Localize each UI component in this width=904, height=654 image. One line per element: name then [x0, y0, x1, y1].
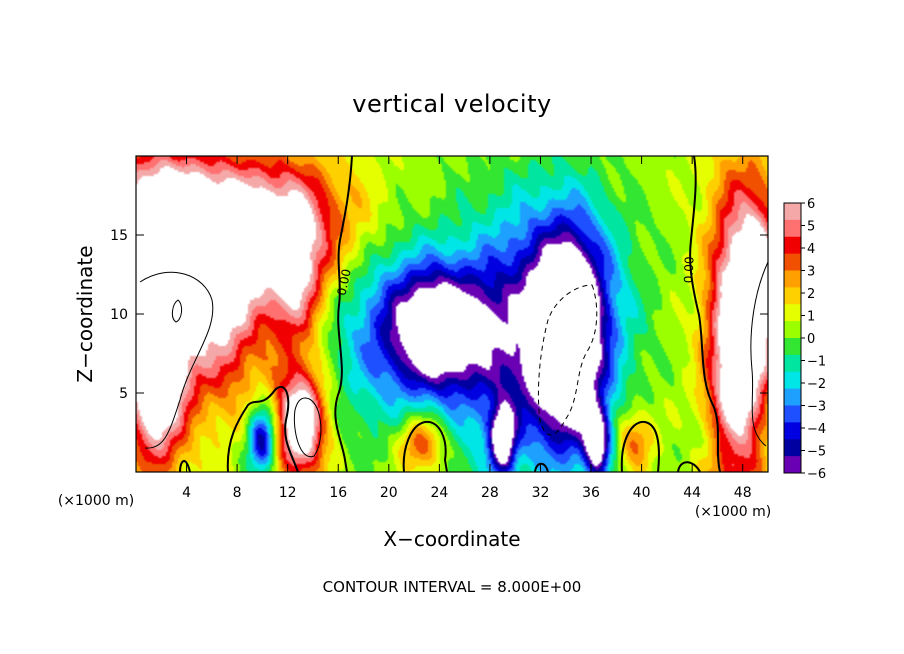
colorbar-swatch [784, 287, 801, 305]
colorbar-swatch [784, 405, 801, 423]
x-unit-left: (×1000 m) [58, 493, 134, 509]
contour-interval-note: CONTOUR INTERVAL = 8.000E+00 [323, 578, 582, 596]
heatmap-image [136, 156, 768, 472]
x-axis-ticks: 4 8 12 16 20 24 28 32 36 40 44 48 [182, 156, 752, 501]
colorbar-label: 6 [807, 197, 815, 212]
colorbar-swatch [784, 456, 801, 474]
contour-right-loop [750, 261, 768, 447]
zero-contour-small [179, 460, 191, 472]
zero-contour-blob-22 [402, 420, 448, 472]
contour-left-loop [139, 271, 214, 449]
colorbar: 6 5 4 3 2 1 0 −1 −2 −3 −4 −5 −6 [783, 197, 826, 482]
colorbar-label: −2 [807, 377, 826, 392]
colorbar-swatch [784, 338, 801, 356]
y-axis-ticks: 5 10 15 [110, 228, 768, 402]
x-tick-label: 28 [481, 485, 499, 501]
x-tick-label: 4 [182, 485, 191, 501]
colorbar-label: −6 [807, 467, 826, 482]
x-tick-label: 8 [233, 485, 242, 501]
colorbar-label: −4 [807, 422, 826, 437]
contour-oval-13 [293, 397, 322, 458]
colorbar-swatch [784, 354, 801, 373]
colorbar-swatch [784, 371, 801, 390]
x-tick-label: 36 [582, 485, 600, 501]
colorbar-swatch [784, 203, 801, 221]
x-tick-label: 48 [734, 485, 752, 501]
colorbar-swatch [784, 219, 801, 238]
x-tick-label: 12 [279, 485, 297, 501]
colorbar-label: 1 [807, 310, 815, 325]
x-axis-title: X−coordinate [383, 527, 520, 551]
colorbar-label: −5 [807, 445, 826, 460]
y-axis-title: Z−coordinate [73, 245, 97, 382]
colorbar-swatch [784, 253, 801, 271]
x-unit-right: (×1000 m) [695, 504, 771, 520]
colorbar-label: 5 [807, 220, 815, 235]
y-tick-label: 10 [110, 307, 128, 323]
colorbar-swatch [784, 439, 801, 457]
x-tick-label: 16 [329, 485, 347, 501]
colorbar-swatch [784, 236, 801, 255]
colorbar-label: 0 [807, 332, 815, 347]
colorbar-label: −3 [807, 400, 826, 415]
chart-title: vertical velocity [352, 90, 551, 118]
x-tick-label: 40 [633, 485, 651, 501]
colorbar-swatch [784, 270, 801, 288]
x-tick-label: 32 [532, 485, 550, 501]
zero-contour-right [689, 156, 721, 472]
colorbar-label: −1 [807, 355, 826, 370]
zero-contour-small-2 [534, 462, 549, 472]
colorbar-swatch [784, 304, 801, 322]
colorbar-swatch [784, 422, 801, 440]
colorbar-label: 3 [807, 265, 815, 280]
x-tick-label: 44 [683, 485, 701, 501]
colorbar-swatch [784, 321, 801, 339]
colorbar-label: 2 [807, 287, 815, 302]
contour-left-inner [171, 299, 183, 323]
zero-contour-bottom-left [226, 385, 299, 472]
colorbar-swatch [784, 388, 801, 406]
zero-contour-blob-40 [620, 420, 660, 472]
contour-negative-dashed [537, 284, 598, 436]
x-tick-label: 20 [380, 485, 398, 501]
thin-contours [139, 261, 768, 458]
y-tick-label: 5 [119, 386, 128, 402]
contour-label-left: 0.00 [334, 268, 353, 297]
y-tick-label: 15 [110, 228, 128, 244]
zero-contour-left [334, 156, 353, 472]
contour-label-right: 0.00 [682, 256, 697, 283]
zero-contour-small-3 [677, 461, 701, 472]
zero-contours [179, 156, 721, 472]
colorbar-label: 4 [807, 242, 815, 257]
heatmap-field [136, 156, 768, 472]
x-tick-label: 24 [430, 485, 448, 501]
